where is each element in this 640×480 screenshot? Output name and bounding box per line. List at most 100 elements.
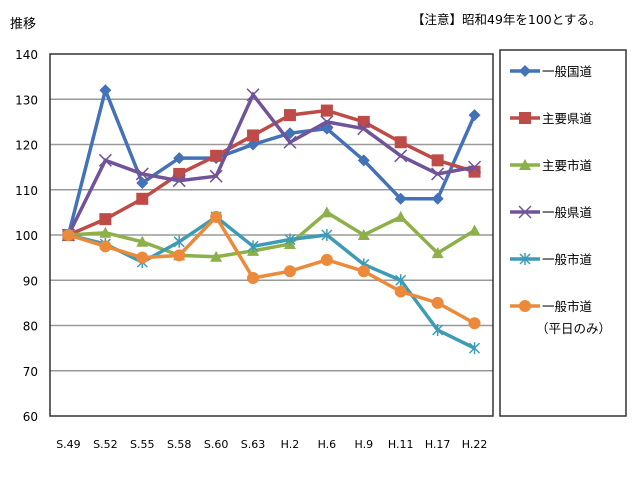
y-axis-label: 推移 (10, 17, 36, 32)
x-tick-label: S.49 (56, 438, 80, 451)
series-line (68, 210, 476, 259)
data-point (395, 274, 407, 287)
data-point (469, 342, 481, 355)
legend-label: 一般市道 (542, 299, 593, 314)
y-tick-label: 80 (23, 320, 38, 334)
data-point (431, 154, 444, 167)
data-point (357, 122, 371, 136)
chart-note: 【注意】昭和49年を100とする。 (412, 12, 601, 27)
data-point (357, 229, 370, 240)
x-tick-label: H.9 (355, 438, 374, 451)
legend-label-sub: （平日のみ） (536, 321, 611, 336)
data-point (247, 129, 260, 142)
data-point (136, 192, 149, 205)
data-point (210, 149, 223, 162)
y-tick-label: 100 (15, 229, 38, 243)
data-point (394, 149, 408, 163)
x-tick-label: S.63 (241, 438, 265, 451)
legend-label: 主要市道 (542, 158, 593, 173)
data-point (431, 192, 444, 205)
data-point (468, 160, 482, 174)
x-tick-label: S.60 (204, 438, 228, 451)
data-point (99, 226, 112, 238)
data-point (320, 253, 333, 266)
series-line (66, 84, 477, 236)
data-point (431, 247, 444, 259)
legend-marker (519, 159, 531, 170)
data-point (99, 240, 112, 253)
data-point (99, 84, 112, 97)
y-tick-label: 90 (23, 274, 38, 288)
data-point (62, 229, 75, 241)
data-point (283, 135, 297, 149)
series-line (67, 108, 476, 237)
x-tick-label: H.2 (281, 438, 300, 451)
plot-area (49, 53, 494, 417)
data-point (431, 296, 444, 309)
data-point (284, 233, 296, 246)
series-line (66, 91, 475, 236)
data-point (173, 235, 185, 248)
data-point (136, 235, 149, 247)
x-tick-label: S.58 (167, 438, 191, 451)
data-point (320, 206, 333, 218)
legend-label: 一般市道 (542, 252, 593, 267)
y-tick-label: 70 (23, 365, 38, 379)
data-point (431, 167, 445, 181)
data-point (99, 213, 112, 226)
data-point (394, 210, 407, 222)
data-point (321, 229, 333, 241)
data-point (247, 138, 260, 151)
data-point (357, 154, 370, 167)
y-tick-label: 60 (23, 410, 38, 424)
data-point (320, 122, 333, 135)
data-point (394, 136, 407, 149)
y-tick-label: 130 (15, 93, 38, 107)
legend-marker (518, 205, 532, 219)
legend-marker (519, 253, 531, 265)
legend-marker (519, 65, 531, 77)
series-line (67, 214, 476, 325)
x-tick-label: H.11 (388, 438, 414, 451)
data-point (468, 224, 481, 236)
data-point (247, 271, 260, 284)
y-tick-label: 140 (15, 48, 38, 62)
legend-box (499, 49, 627, 417)
data-point (283, 109, 296, 122)
data-point (283, 265, 296, 278)
data-point (136, 251, 149, 264)
x-tick-label: S.55 (130, 438, 154, 451)
data-point (357, 115, 370, 128)
data-point (173, 152, 186, 165)
data-point (357, 265, 370, 278)
legend-label: 主要県道 (542, 111, 593, 126)
legend-marker (519, 300, 531, 312)
data-point (468, 109, 481, 122)
data-point (210, 250, 223, 262)
data-point (136, 176, 149, 189)
x-tick-label: H.17 (425, 438, 451, 451)
data-point (247, 240, 259, 253)
y-tick-label: 110 (15, 184, 38, 198)
legend-label: 一般県道 (542, 205, 593, 220)
legend-marker (519, 112, 531, 124)
data-point (468, 317, 481, 330)
data-point (172, 174, 186, 188)
x-tick-label: H.6 (318, 438, 337, 451)
data-point (320, 115, 334, 129)
data-point (246, 88, 260, 102)
data-point (210, 210, 223, 223)
x-tick-label: H.22 (462, 438, 488, 451)
data-point (320, 104, 333, 117)
data-point (394, 285, 407, 298)
legend-label: 一般国道 (542, 64, 593, 79)
series-line (68, 214, 476, 350)
data-point (98, 153, 112, 167)
data-point (173, 249, 186, 262)
data-point (173, 167, 186, 180)
data-point (135, 167, 149, 181)
data-point (209, 169, 223, 183)
data-point (432, 324, 444, 337)
x-tick-label: S.52 (93, 438, 117, 451)
